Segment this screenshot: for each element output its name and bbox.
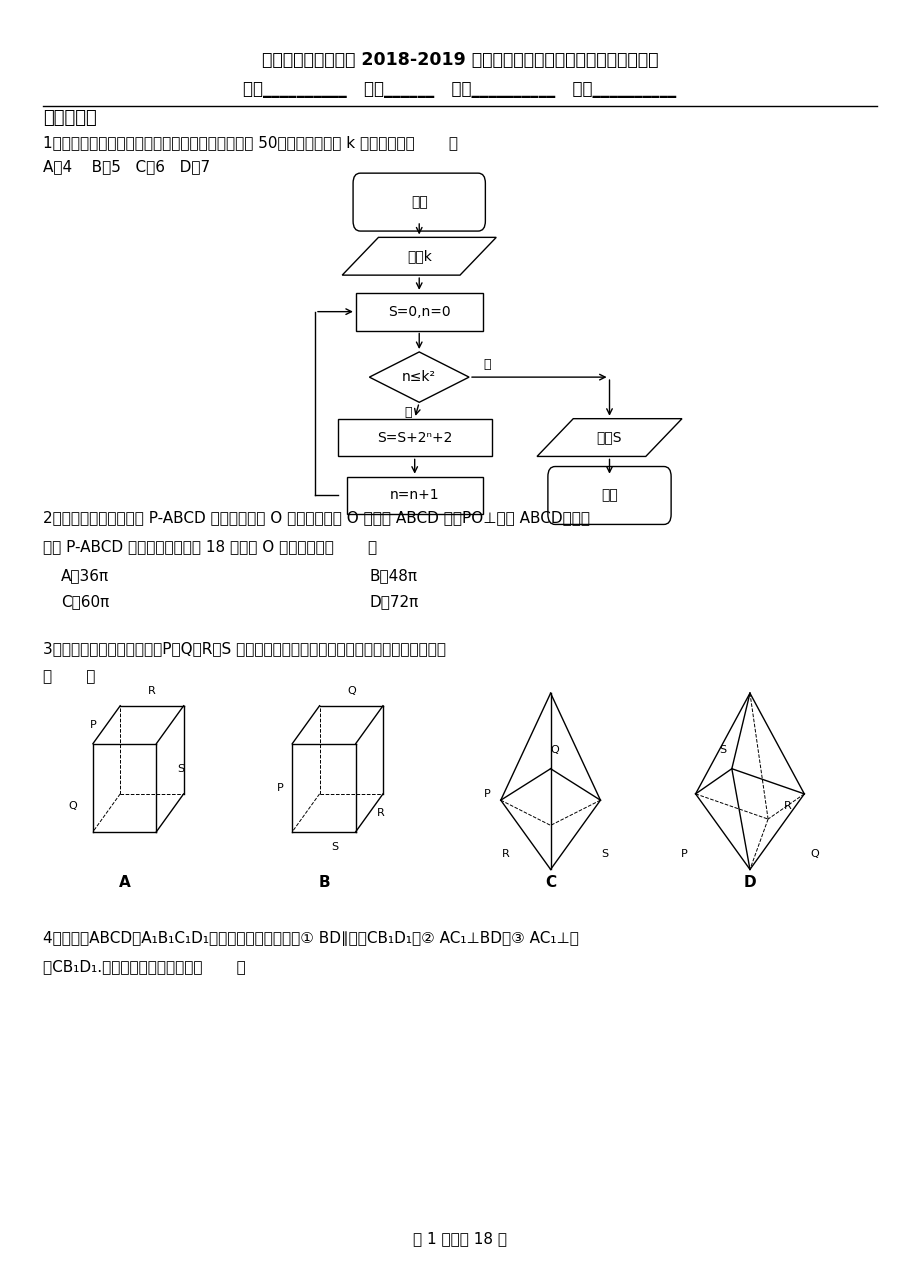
Text: 开始: 开始 (411, 195, 427, 209)
Text: A．36π: A．36π (62, 569, 109, 583)
Text: 面CB₁D₁.其中正确结论的个数是（       ）: 面CB₁D₁.其中正确结论的个数是（ ） (43, 959, 245, 974)
Text: D: D (743, 875, 755, 890)
Text: R: R (376, 808, 384, 817)
Text: B．48π: B．48π (369, 569, 417, 583)
Text: 结束: 结束 (600, 489, 618, 503)
Text: S: S (719, 745, 725, 755)
Text: 1．执行如图所示程序框图，若使输出的结果不大于 50，则输入的整数 k 的最大值为（       ）: 1．执行如图所示程序框图，若使输出的结果不大于 50，则输入的整数 k 的最大值… (43, 135, 458, 150)
Text: 第 1 页，共 18 页: 第 1 页，共 18 页 (413, 1231, 506, 1246)
Text: R: R (783, 802, 791, 811)
Text: 班级__________   座号______   姓名__________   分数__________: 班级__________ 座号______ 姓名__________ 分数___… (244, 80, 675, 98)
Bar (346, 476, 482, 514)
Text: 元宝区第二高级中学 2018-2019 学年高二上学期数学期末模拟试卷含解析: 元宝区第二高级中学 2018-2019 学年高二上学期数学期末模拟试卷含解析 (262, 51, 657, 69)
Text: 一、选择题: 一、选择题 (43, 108, 96, 127)
Text: Q: Q (69, 802, 77, 811)
Text: P: P (89, 719, 96, 729)
FancyBboxPatch shape (353, 173, 485, 232)
Text: S: S (177, 764, 185, 774)
Text: R: R (501, 849, 508, 859)
Text: n=n+1: n=n+1 (390, 489, 439, 503)
Text: 输入k: 输入k (406, 250, 431, 264)
Text: A．4    B．5   C．6   D．7: A．4 B．5 C．6 D．7 (43, 159, 210, 174)
Polygon shape (537, 419, 681, 457)
Text: 2．底面为矩形的四棱锥 P-ABCD 的顶点都在球 O 的表面上，且 O 在底面 ABCD 内，PO⊥平面 ABCD，当四: 2．底面为矩形的四棱锥 P-ABCD 的顶点都在球 O 的表面上，且 O 在底面… (43, 510, 590, 526)
Text: P: P (277, 783, 284, 793)
Text: P: P (681, 849, 687, 859)
Text: n≤k²: n≤k² (402, 370, 436, 384)
Text: 棱锥 P-ABCD 的体积的最大值为 18 时，球 O 的表面积为（       ）: 棱锥 P-ABCD 的体积的最大值为 18 时，球 O 的表面积为（ ） (43, 540, 377, 555)
Polygon shape (369, 351, 469, 402)
Text: Q: Q (346, 686, 356, 695)
Text: A: A (119, 875, 130, 890)
Text: S=0,n=0: S=0,n=0 (388, 304, 450, 318)
Bar (337, 419, 491, 457)
Text: R: R (148, 686, 155, 695)
Text: D．72π: D．72π (369, 593, 418, 608)
Text: B: B (318, 875, 330, 890)
Text: S: S (331, 841, 338, 852)
Text: 否: 否 (482, 358, 491, 370)
Polygon shape (342, 237, 495, 275)
Text: Q: Q (550, 745, 559, 755)
Text: P: P (483, 789, 490, 799)
Text: S=S+2ⁿ+2: S=S+2ⁿ+2 (377, 430, 452, 444)
Text: 4．如图，ABCD－A₁B₁C₁D₁为正方体，下面结论：① BD∥平面CB₁D₁；② AC₁⊥BD；③ AC₁⊥平: 4．如图，ABCD－A₁B₁C₁D₁为正方体，下面结论：① BD∥平面CB₁D₁… (43, 931, 578, 946)
Text: 输出S: 输出S (596, 430, 621, 444)
Text: 是: 是 (404, 406, 412, 419)
FancyBboxPatch shape (548, 466, 670, 524)
Text: C: C (544, 875, 556, 890)
Bar (356, 293, 482, 331)
Text: （       ）: （ ） (43, 670, 96, 685)
Text: S: S (601, 849, 607, 859)
Text: Q: Q (810, 849, 819, 859)
Text: C．60π: C．60π (62, 593, 109, 608)
Text: 3．下列正方体或四面体中，P、Q、R、S 分别是所在棱的中点，这四个点不共面的一个图形是: 3．下列正方体或四面体中，P、Q、R、S 分别是所在棱的中点，这四个点不共面的一… (43, 642, 446, 657)
